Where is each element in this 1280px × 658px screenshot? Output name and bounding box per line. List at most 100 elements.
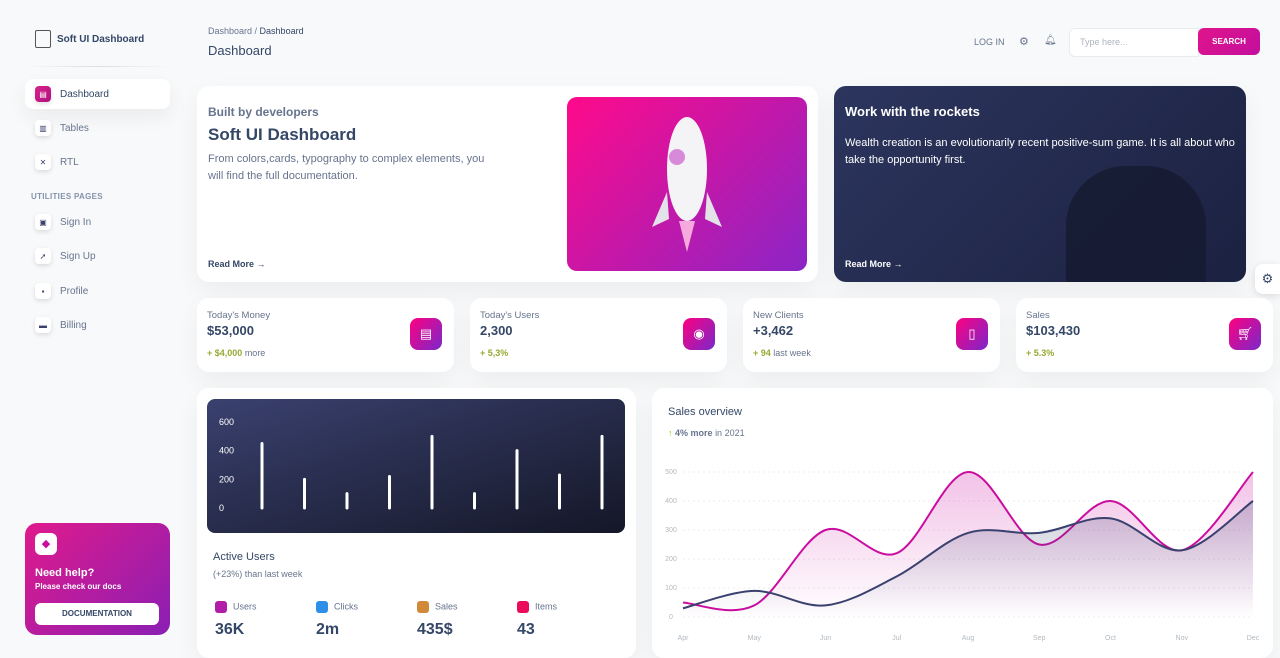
star-icon: ◆ bbox=[35, 533, 57, 555]
page-title: Dashboard bbox=[208, 43, 272, 58]
change-suffix: than last week bbox=[244, 569, 303, 579]
documentation-button[interactable]: DOCUMENTATION bbox=[35, 603, 159, 625]
breadcrumb-current: Dashboard bbox=[259, 26, 304, 36]
stat-value: $103,430 bbox=[1026, 323, 1081, 338]
label: Dashboard bbox=[60, 88, 109, 100]
credit-card-icon bbox=[417, 601, 429, 613]
label: Sales bbox=[435, 601, 458, 612]
brand-name: Soft UI Dashboard bbox=[57, 33, 145, 45]
stat-change: + 5,3% bbox=[480, 348, 508, 358]
sales-overview-card: Sales overview ↑ 4% more in 2021 0 100 200… bbox=[652, 388, 1273, 658]
stat-label: Today's Users bbox=[480, 310, 540, 321]
rocket-icon: ➚ bbox=[35, 248, 51, 264]
sidebar-item-sign-in[interactable]: ▣ Sign In bbox=[25, 207, 170, 237]
card-subtitle: (+23%) than last week bbox=[213, 569, 302, 579]
value: 435$ bbox=[417, 621, 453, 638]
y-tick-label: 500 bbox=[665, 469, 677, 476]
y-tick-label: 300 bbox=[665, 527, 677, 534]
read-more-link[interactable]: Read More → bbox=[845, 259, 903, 269]
label: Sign Up bbox=[60, 250, 96, 262]
users-icon bbox=[215, 601, 227, 613]
x-tick-label: Oct bbox=[1105, 635, 1116, 642]
stat-value: 2,300 bbox=[480, 323, 513, 338]
cart-icon: 🛒︎ bbox=[1229, 318, 1261, 350]
mini-stat-users: Users 36K bbox=[215, 601, 257, 639]
mini-stat-items: Items 43 bbox=[517, 601, 557, 639]
tools-icon bbox=[517, 601, 529, 613]
kicker: Built by developers bbox=[208, 105, 319, 119]
stat-change: + 5.3% bbox=[1026, 348, 1054, 358]
arrow-right-icon: → bbox=[893, 259, 903, 269]
x-tick-label: Jul bbox=[892, 635, 901, 642]
series-line bbox=[682, 470, 1254, 612]
y-tick-label: 200 bbox=[219, 474, 234, 484]
x-tick-label: Jun bbox=[820, 635, 831, 642]
help-title: Need help? bbox=[35, 567, 95, 579]
shop-icon: ▤ bbox=[35, 86, 51, 102]
user-icon: ▪ bbox=[35, 283, 51, 299]
bell-icon[interactable]: 🔔︎ bbox=[1044, 35, 1057, 46]
stat-card-sales: Sales $103,430 + 5.3% 🛒︎ bbox=[1016, 298, 1273, 372]
y-tick-label: 400 bbox=[665, 498, 677, 505]
y-tick-label: 400 bbox=[219, 446, 234, 456]
x-tick-label: Dec bbox=[1247, 635, 1260, 642]
builders-card: Built by developers Soft UI Dashboard Fr… bbox=[197, 86, 818, 282]
help-card: ◆ Need help? Please check our docs DOCUM… bbox=[25, 523, 170, 635]
label: Tables bbox=[60, 122, 89, 134]
card-title: Work with the rockets bbox=[845, 104, 980, 119]
globe-icon: ◉ bbox=[683, 318, 715, 350]
mini-stat-clicks: Clicks 2m bbox=[316, 601, 358, 639]
arrow-up-icon: ↑ bbox=[668, 428, 673, 438]
sidebar-item-billing[interactable]: ▬ Billing bbox=[25, 310, 170, 340]
card-text: From colors,cards, typography to complex… bbox=[208, 153, 485, 182]
sidebar-item-dashboard[interactable]: ▤ Dashboard bbox=[25, 79, 170, 109]
y-tick-label: 600 bbox=[219, 417, 234, 427]
link-text: Read More bbox=[208, 259, 255, 269]
rocket-image bbox=[567, 97, 807, 271]
configurator-button[interactable]: ⚙ bbox=[1255, 264, 1280, 294]
label: Items bbox=[535, 601, 558, 612]
brand[interactable]: Soft UI Dashboard bbox=[35, 30, 144, 48]
sidebar-item-tables[interactable]: ▥ Tables bbox=[25, 113, 170, 143]
x-tick-label: Apr bbox=[678, 635, 690, 642]
series-line bbox=[682, 500, 1254, 610]
logo-icon bbox=[35, 30, 51, 48]
card-title: Soft UI Dashboard bbox=[208, 125, 357, 144]
x-tick-label: Nov bbox=[1176, 635, 1189, 642]
line-chart: 0 100 200 300 400 500 Apr May Jun Jul Aug Sep Oct Nov… bbox=[665, 469, 1260, 642]
card-title: Active Users bbox=[213, 551, 275, 563]
login-link[interactable]: LOG IN bbox=[974, 37, 1005, 47]
rocket-icon bbox=[652, 117, 722, 252]
stat-suffix: last week bbox=[773, 348, 811, 358]
help-subtitle: Please check our docs bbox=[35, 582, 122, 591]
value: 36K bbox=[215, 621, 245, 638]
divider bbox=[25, 66, 170, 67]
breadcrumb-link[interactable]: Dashboard bbox=[208, 26, 253, 36]
sidebar-item-profile[interactable]: ▪ Profile bbox=[25, 276, 170, 306]
search-input[interactable]: Type here... bbox=[1069, 28, 1199, 57]
sidebar-item-rtl[interactable]: ✕ RTL bbox=[25, 147, 170, 177]
stat-delta: + 5.3% bbox=[1026, 348, 1055, 358]
stat-card-clients: New Clients +3,462 + 94 last week ▯ bbox=[743, 298, 1000, 372]
gear-icon[interactable]: ⚙ bbox=[1019, 36, 1029, 48]
document-icon: ▣ bbox=[35, 214, 51, 230]
stat-change: + $4,000 more bbox=[207, 348, 265, 358]
mini-stats: Users 36K Clicks 2m Sales 435$ Items 43 bbox=[215, 601, 615, 651]
link-text: Read More bbox=[845, 259, 892, 269]
active-users-card: 0 200 400 600 Active Users (+23%) than last… bbox=[197, 388, 636, 658]
search-button[interactable]: SEARCH bbox=[1198, 28, 1260, 55]
stat-card-money: Today's Money $53,000 + $4,000 more ▤ bbox=[197, 298, 454, 372]
arrow-right-icon: → bbox=[256, 259, 266, 269]
label: Sign In bbox=[60, 216, 92, 228]
read-more-link[interactable]: Read More → bbox=[208, 259, 266, 269]
breadcrumb: Dashboard / Dashboard bbox=[208, 26, 304, 36]
stat-delta: + 5,3% bbox=[480, 348, 509, 358]
card-text: Wealth creation is an evolutionarily rec… bbox=[845, 137, 1235, 166]
y-tick-label: 0 bbox=[669, 614, 673, 621]
sidebar-item-sign-up[interactable]: ➚ Sign Up bbox=[25, 241, 170, 271]
y-tick-label: 200 bbox=[665, 556, 677, 563]
rocket-icon bbox=[316, 601, 328, 613]
stat-card-users: Today's Users 2,300 + 5,3% ◉ bbox=[470, 298, 727, 372]
label: RTL bbox=[60, 156, 79, 168]
y-tick-label: 0 bbox=[219, 503, 224, 513]
